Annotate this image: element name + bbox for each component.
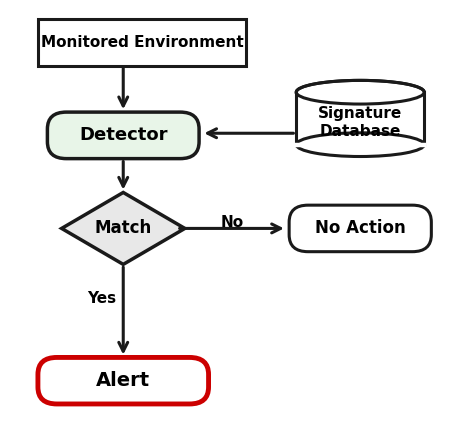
Text: Match: Match: [95, 220, 152, 237]
Text: No: No: [221, 214, 244, 230]
Text: No Action: No Action: [315, 220, 406, 237]
FancyBboxPatch shape: [47, 112, 199, 159]
Ellipse shape: [296, 133, 424, 157]
Text: Monitored Environment: Monitored Environment: [41, 35, 244, 50]
Text: Signature
Database: Signature Database: [318, 107, 402, 139]
Bar: [296, 92, 424, 145]
FancyBboxPatch shape: [289, 205, 431, 252]
Text: Alert: Alert: [96, 371, 150, 390]
Polygon shape: [62, 192, 185, 264]
Text: Detector: Detector: [79, 126, 167, 144]
Ellipse shape: [296, 80, 424, 104]
FancyBboxPatch shape: [38, 357, 209, 404]
Bar: [38, 19, 246, 66]
Text: Yes: Yes: [87, 291, 117, 306]
